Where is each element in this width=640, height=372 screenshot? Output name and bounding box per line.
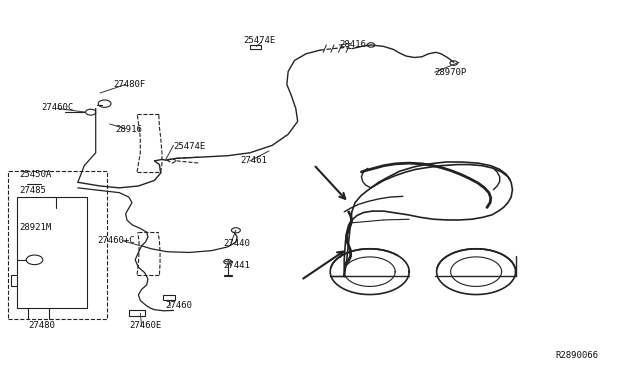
Text: 25450A: 25450A xyxy=(19,170,51,179)
Text: 25474E: 25474E xyxy=(173,142,205,151)
Text: 27460E: 27460E xyxy=(129,321,161,330)
Text: 28921M: 28921M xyxy=(19,223,51,232)
Text: 27441: 27441 xyxy=(223,261,250,270)
Text: 27480F: 27480F xyxy=(113,80,145,89)
Text: 28970P: 28970P xyxy=(435,68,467,77)
Text: R2890066: R2890066 xyxy=(556,351,599,360)
Text: 25474E: 25474E xyxy=(244,36,276,45)
Text: 27461: 27461 xyxy=(241,156,268,166)
Text: 28416: 28416 xyxy=(339,41,366,49)
Bar xyxy=(8,171,106,319)
Text: 27460+C: 27460+C xyxy=(97,236,134,245)
Text: 27460: 27460 xyxy=(166,301,193,311)
Text: 27460C: 27460C xyxy=(41,103,73,112)
Text: 28916: 28916 xyxy=(115,125,141,134)
Text: 27480: 27480 xyxy=(28,321,55,330)
Text: 27440: 27440 xyxy=(223,239,250,248)
Bar xyxy=(163,295,175,301)
Bar xyxy=(129,310,145,316)
Bar xyxy=(17,197,88,308)
Text: 27485: 27485 xyxy=(19,186,46,195)
Bar xyxy=(250,45,261,49)
